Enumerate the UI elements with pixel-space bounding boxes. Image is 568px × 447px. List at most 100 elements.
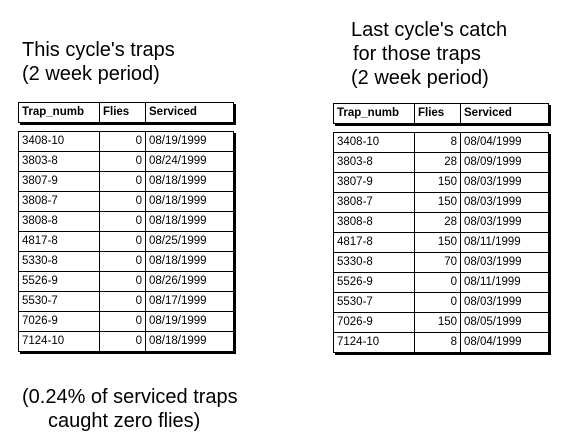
column-header: Serviced bbox=[464, 107, 512, 119]
flies-cell: 0 bbox=[100, 152, 146, 171]
serviced-date-cell: 08/03/1999 bbox=[464, 256, 522, 268]
flies-cell: 150 bbox=[415, 193, 461, 212]
serviced-date-cell: 08/09/1999 bbox=[464, 156, 522, 168]
flies-cell: 0 bbox=[100, 332, 146, 351]
serviced-date-cell: 08/18/1999 bbox=[149, 175, 207, 187]
right-caption-line-1: Last cycle's catch bbox=[351, 19, 508, 41]
header-row: Trap_numb Flies Serviced bbox=[19, 103, 233, 122]
trap-number-cell: 5526-9 bbox=[334, 273, 415, 292]
right-caption-line-3: (2 week period) bbox=[351, 67, 489, 89]
flies-cell: 28 bbox=[415, 213, 461, 232]
serviced-date-cell: 08/25/1999 bbox=[149, 235, 207, 247]
flies-cell: 0 bbox=[100, 252, 146, 271]
flies-cell: 0 bbox=[100, 272, 146, 291]
flies-cell: 8 bbox=[415, 333, 461, 352]
flies-cell: 150 bbox=[415, 233, 461, 252]
table-row: 4817-8 0 08/25/1999 bbox=[19, 232, 233, 252]
right-table: Trap_numb Flies Serviced 3408-10 8 08/04/1999… bbox=[333, 103, 549, 353]
trap-number-cell: 5530-7 bbox=[19, 292, 100, 311]
column-header: Trap_numb bbox=[334, 104, 415, 123]
table-row: 3808-8 28 08/03/1999 bbox=[334, 213, 548, 233]
column-header: Flies bbox=[100, 103, 146, 122]
flies-cell: 0 bbox=[415, 293, 461, 312]
table-row: 3803-8 28 08/09/1999 bbox=[334, 153, 548, 173]
trap-number-cell: 3808-7 bbox=[334, 193, 415, 212]
table-row: 3808-7 150 08/03/1999 bbox=[334, 193, 548, 213]
serviced-date-cell: 08/24/1999 bbox=[149, 155, 207, 167]
table-row: 7026-9 150 08/05/1999 bbox=[334, 313, 548, 333]
table-row: 3808-7 0 08/18/1999 bbox=[19, 192, 233, 212]
table-row: 5526-9 0 08/11/1999 bbox=[334, 273, 548, 293]
trap-number-cell: 3807-9 bbox=[19, 172, 100, 191]
table-row: 4817-8 150 08/11/1999 bbox=[334, 233, 548, 253]
flies-cell: 0 bbox=[100, 212, 146, 231]
table-row: 5330-8 0 08/18/1999 bbox=[19, 252, 233, 272]
table-row: 7124-10 0 08/18/1999 bbox=[19, 332, 233, 351]
serviced-date-cell: 08/04/1999 bbox=[464, 136, 522, 148]
left-caption-line-1: This cycle's traps bbox=[22, 39, 175, 61]
footnote-line-2: caught zero flies) bbox=[48, 410, 201, 432]
trap-number-cell: 5526-9 bbox=[19, 272, 100, 291]
footnote-line-1: (0.24% of serviced traps bbox=[22, 386, 238, 408]
trap-number-cell: 4817-8 bbox=[334, 233, 415, 252]
table-row: 5530-7 0 08/03/1999 bbox=[334, 293, 548, 313]
flies-cell: 0 bbox=[415, 273, 461, 292]
column-header: Flies bbox=[415, 104, 461, 123]
right-caption: Last cycle's catch for those traps (2 we… bbox=[351, 18, 507, 90]
flies-cell: 0 bbox=[100, 292, 146, 311]
footnote: (0.24% of serviced traps caught zero fli… bbox=[22, 385, 238, 433]
trap-number-cell: 3808-8 bbox=[334, 213, 415, 232]
table-row: 3807-9 150 08/03/1999 bbox=[334, 173, 548, 193]
serviced-date-cell: 08/04/1999 bbox=[464, 336, 522, 348]
serviced-date-cell: 08/18/1999 bbox=[149, 335, 207, 347]
table-row: 7026-9 0 08/19/1999 bbox=[19, 312, 233, 332]
table-row: 3807-9 0 08/18/1999 bbox=[19, 172, 233, 192]
table-header: Trap_numb Flies Serviced bbox=[18, 102, 234, 123]
serviced-date-cell: 08/03/1999 bbox=[464, 196, 522, 208]
serviced-date-cell: 08/26/1999 bbox=[149, 275, 207, 287]
serviced-date-cell: 08/03/1999 bbox=[464, 176, 522, 188]
trap-number-cell: 3408-10 bbox=[334, 133, 415, 152]
table-body: 3408-10 0 08/19/1999 3803-8 0 08/24/1999 3807-… bbox=[18, 131, 234, 352]
trap-number-cell: 5330-8 bbox=[19, 252, 100, 271]
table-header: Trap_numb Flies Serviced bbox=[333, 103, 549, 124]
table-row: 3408-10 8 08/04/1999 bbox=[334, 133, 548, 153]
serviced-date-cell: 08/11/1999 bbox=[464, 276, 521, 288]
trap-number-cell: 4817-8 bbox=[19, 232, 100, 251]
trap-number-cell: 7026-9 bbox=[334, 313, 415, 332]
trap-number-cell: 5530-7 bbox=[334, 293, 415, 312]
left-table: Trap_numb Flies Serviced 3408-10 0 08/19/1999… bbox=[18, 102, 234, 352]
flies-cell: 0 bbox=[100, 132, 146, 151]
table-row: 5526-9 0 08/26/1999 bbox=[19, 272, 233, 292]
trap-number-cell: 3803-8 bbox=[19, 152, 100, 171]
column-header: Trap_numb bbox=[19, 103, 100, 122]
trap-number-cell: 7124-10 bbox=[19, 332, 100, 351]
table-row: 3808-8 0 08/18/1999 bbox=[19, 212, 233, 232]
flies-cell: 0 bbox=[100, 192, 146, 211]
left-caption: This cycle's traps (2 week period) bbox=[22, 38, 175, 86]
serviced-date-cell: 08/19/1999 bbox=[149, 315, 207, 327]
flies-cell: 28 bbox=[415, 153, 461, 172]
serviced-date-cell: 08/17/1999 bbox=[149, 295, 207, 307]
table-row: 3408-10 0 08/19/1999 bbox=[19, 132, 233, 152]
serviced-date-cell: 08/05/1999 bbox=[464, 316, 522, 328]
trap-number-cell: 3808-7 bbox=[19, 192, 100, 211]
serviced-date-cell: 08/18/1999 bbox=[149, 195, 207, 207]
serviced-date-cell: 08/19/1999 bbox=[149, 135, 207, 147]
serviced-date-cell: 08/18/1999 bbox=[149, 215, 207, 227]
flies-cell: 0 bbox=[100, 232, 146, 251]
right-caption-line-2: for those traps bbox=[353, 43, 481, 65]
flies-cell: 0 bbox=[100, 312, 146, 331]
trap-number-cell: 7026-9 bbox=[19, 312, 100, 331]
serviced-date-cell: 08/18/1999 bbox=[149, 255, 207, 267]
trap-number-cell: 5330-8 bbox=[334, 253, 415, 272]
trap-number-cell: 3408-10 bbox=[19, 132, 100, 151]
flies-cell: 8 bbox=[415, 133, 461, 152]
table-row: 5530-7 0 08/17/1999 bbox=[19, 292, 233, 312]
column-header: Serviced bbox=[149, 106, 197, 118]
table-body: 3408-10 8 08/04/1999 3803-8 28 08/09/1999 3807… bbox=[333, 132, 549, 353]
trap-number-cell: 3803-8 bbox=[334, 153, 415, 172]
trap-number-cell: 3808-8 bbox=[19, 212, 100, 231]
serviced-date-cell: 08/03/1999 bbox=[464, 296, 522, 308]
flies-cell: 150 bbox=[415, 313, 461, 332]
